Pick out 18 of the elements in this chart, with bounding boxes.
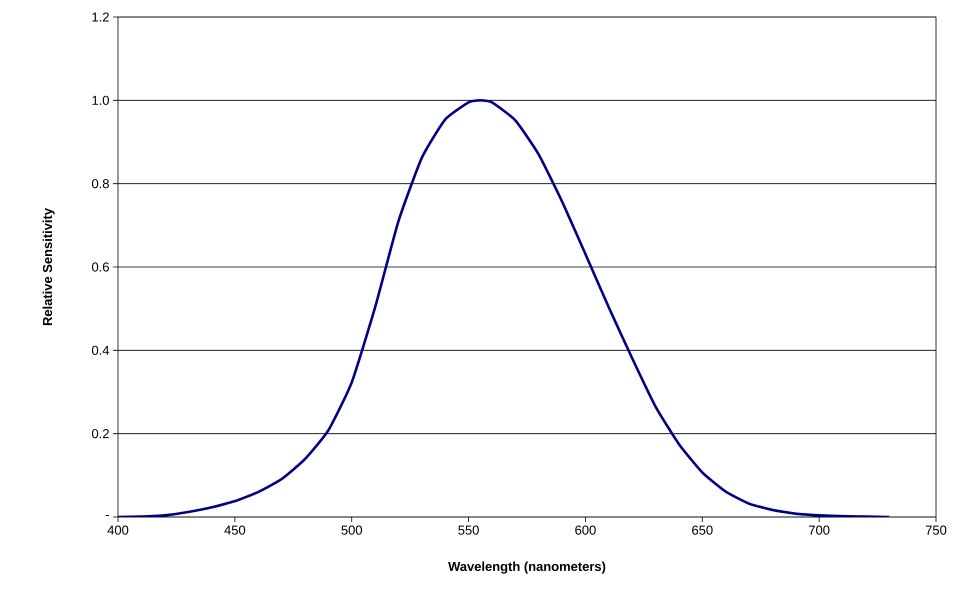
x-tick-label: 600	[575, 526, 596, 535]
x-tick-label: 500	[341, 526, 362, 535]
line-series	[118, 99, 891, 517]
y-tick-label: 1.2	[92, 12, 109, 22]
x-tick-label: 750	[926, 526, 946, 535]
y-tick-label: 0.2	[92, 429, 109, 438]
x-axis-title: Wavelength (nanometers)	[448, 562, 606, 574]
x-tick-label: 450	[224, 526, 246, 535]
x-tick-label: 400	[107, 526, 128, 535]
y-tick-label: 0.4	[92, 346, 110, 355]
y-tick-label: 1.0	[92, 96, 109, 105]
x-tick-label: 550	[458, 526, 479, 535]
x-tick-label: 700	[809, 526, 830, 535]
y-tick-label: 0.8	[92, 179, 109, 188]
x-tick-label: 650	[692, 526, 713, 535]
y-axis-title: Relative Sensitivity	[42, 208, 55, 326]
y-tick-label: 0.6	[92, 262, 109, 272]
y-tick-label: -	[106, 515, 109, 516]
